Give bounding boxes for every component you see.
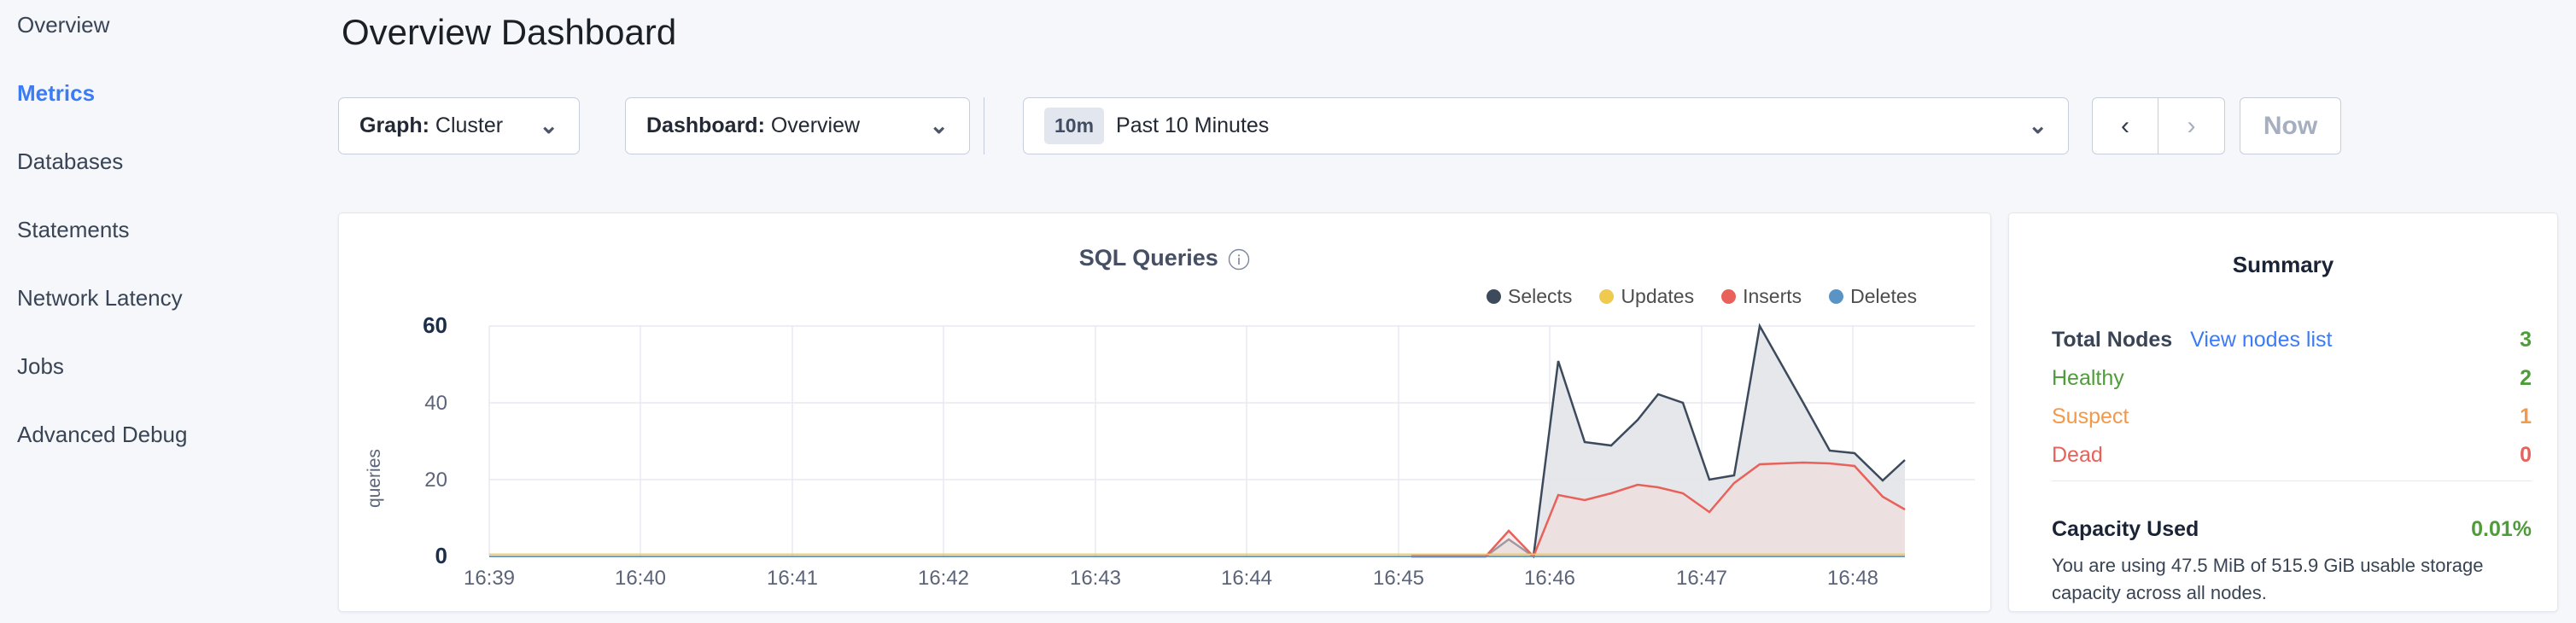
svg-text:16:44: 16:44 <box>1221 567 1272 590</box>
svg-text:16:47: 16:47 <box>1676 567 1727 590</box>
svg-text:0: 0 <box>435 543 447 568</box>
svg-text:16:40: 16:40 <box>615 567 666 590</box>
svg-text:16:43: 16:43 <box>1070 567 1121 590</box>
svg-text:16:41: 16:41 <box>767 567 818 590</box>
svg-text:16:42: 16:42 <box>918 567 969 590</box>
svg-text:16:45: 16:45 <box>1373 567 1424 590</box>
svg-text:16:39: 16:39 <box>464 567 515 590</box>
svg-text:16:46: 16:46 <box>1524 567 1575 590</box>
svg-text:16:48: 16:48 <box>1827 567 1878 590</box>
svg-text:40: 40 <box>424 392 447 415</box>
svg-text:20: 20 <box>424 469 447 492</box>
svg-text:60: 60 <box>423 312 447 338</box>
